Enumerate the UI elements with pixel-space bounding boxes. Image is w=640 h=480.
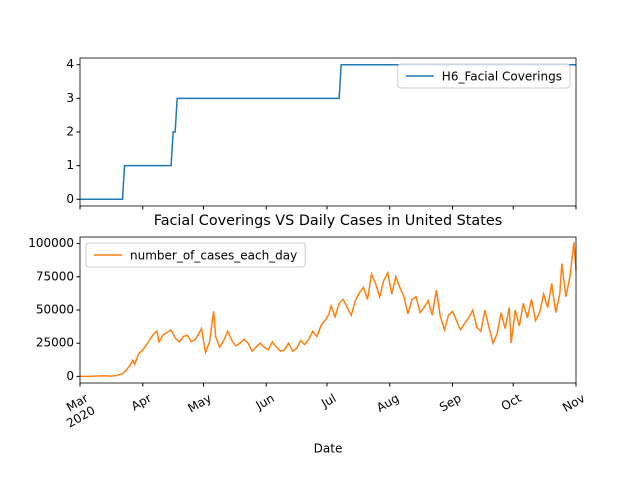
y-tick-label: 100000 <box>28 236 74 250</box>
legend-box <box>397 63 571 89</box>
legend-box <box>85 242 306 268</box>
x-axis-label: Date <box>314 442 343 456</box>
line <box>80 63 576 201</box>
y-tick-label: 2 <box>66 125 74 139</box>
legend-label: H6_Facial Coverings <box>442 70 562 84</box>
y-tick-label: 1 <box>66 158 74 172</box>
y-tick-label: 0 <box>66 192 74 206</box>
y-tick-label: 4 <box>66 57 74 71</box>
y-tick-label: 0 <box>66 369 74 383</box>
y-tick-label: 25000 <box>36 336 74 350</box>
y-tick-label: 3 <box>66 91 74 105</box>
axes-frame <box>79 57 577 207</box>
chart-title: Facial Coverings VS Daily Cases in Unite… <box>154 213 503 229</box>
axes-frame <box>79 236 577 384</box>
y-tick-label: 75000 <box>36 269 74 283</box>
y-tick-label: 50000 <box>36 303 74 317</box>
line <box>80 242 577 378</box>
legend-label: number_of_cases_each_day <box>130 249 297 263</box>
